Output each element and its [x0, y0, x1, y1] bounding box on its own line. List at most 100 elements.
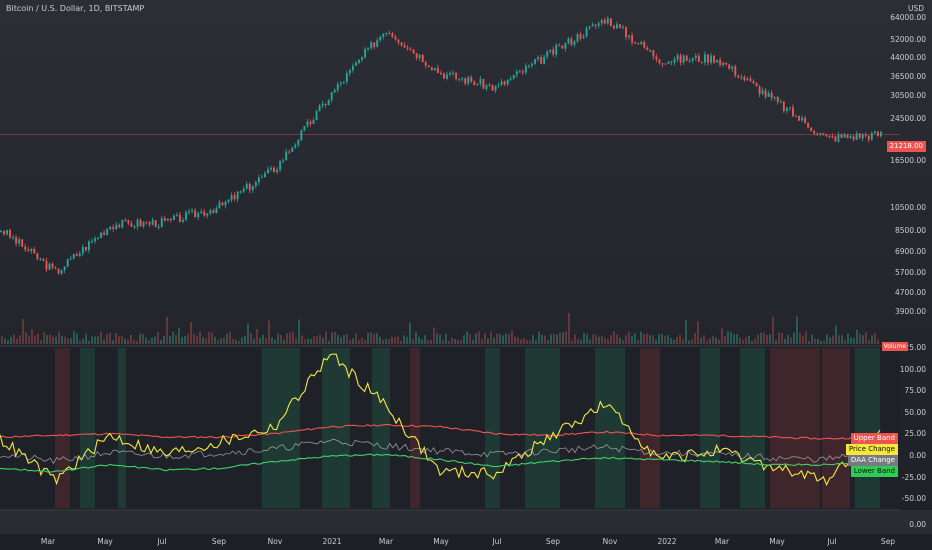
price-candle: [27, 249, 30, 251]
price-candle: [622, 27, 624, 29]
volume-bar: [862, 335, 864, 344]
background-zone: [485, 348, 500, 508]
volume-bar: [499, 333, 501, 344]
price-candle: [81, 246, 84, 254]
volume-bar: [328, 340, 330, 344]
volume-bar: [157, 331, 159, 344]
volume-bar: [841, 335, 843, 344]
volume-bar: [754, 338, 756, 344]
price-candle: [12, 237, 15, 239]
price-candle: [409, 48, 412, 50]
price-candle: [770, 92, 773, 98]
volume-bar: [130, 334, 132, 344]
volume-bar: [781, 333, 783, 344]
price-candle: [534, 59, 536, 64]
time-axis-tick: Sep: [545, 537, 561, 546]
volume-bar: [418, 336, 420, 344]
price-candle: [348, 70, 351, 74]
volume-bar: [574, 334, 576, 344]
price-candle: [552, 49, 555, 55]
last-price-tag: 21218.00: [886, 141, 926, 152]
price-candle: [494, 85, 497, 91]
volume-bar: [874, 332, 876, 344]
volume-bar: [289, 332, 291, 344]
price-candle: [458, 78, 461, 80]
price-candle: [612, 25, 615, 29]
volume-bar: [598, 336, 600, 344]
price-candle: [767, 92, 770, 97]
volume-bar: [715, 337, 717, 344]
volume-bar: [364, 339, 366, 344]
price-candle: [673, 59, 676, 63]
price-candle: [330, 92, 333, 100]
price-candle: [864, 134, 867, 136]
price-candle: [785, 107, 788, 112]
volume-bar: [43, 332, 45, 344]
price-candle: [42, 259, 45, 261]
volume-bar: [256, 329, 258, 344]
price-axis-tick: 6900.00: [894, 247, 926, 257]
price-candle: [667, 61, 670, 64]
volume-bar: [604, 338, 606, 344]
volume-bar: [73, 331, 75, 344]
price-candle: [485, 84, 488, 89]
price-candle: [151, 220, 154, 225]
daa-change-tag: DAA Change: [847, 455, 898, 466]
volume-bar: [478, 331, 480, 344]
volume-bar: [796, 316, 798, 344]
volume-bar: [784, 338, 786, 344]
volume-bar: [343, 335, 345, 344]
volume-bar: [808, 340, 810, 344]
volume-bar: [775, 340, 777, 344]
price-axis-tick: 30500.00: [890, 91, 926, 101]
background-zone: [372, 348, 390, 508]
price-candle: [585, 27, 588, 37]
volume-bar: [760, 332, 762, 344]
price-candle: [518, 71, 521, 73]
price-candle: [810, 127, 813, 132]
price-candle: [179, 214, 181, 222]
background-zone: [740, 348, 765, 508]
volume-bar: [757, 334, 759, 344]
volume-bar: [196, 335, 198, 344]
volume-bar: [766, 334, 768, 344]
volume-bar: [172, 331, 174, 344]
price-candle: [254, 182, 257, 187]
price-candle: [722, 62, 725, 66]
volume-bar: [661, 334, 663, 344]
price-candle: [828, 136, 831, 138]
price-candle: [704, 54, 706, 63]
volume-bar: [763, 332, 765, 344]
time-axis-tick: Mar: [40, 537, 56, 546]
price-candle: [72, 254, 75, 259]
price-candle: [361, 57, 364, 60]
volume-bar: [460, 340, 462, 344]
volume-bar: [502, 335, 504, 344]
series-line-lower-band: [0, 453, 881, 473]
volume-bar: [652, 335, 654, 344]
price-candle: [391, 33, 394, 37]
volume-bar: [742, 339, 744, 344]
volume-bar: [556, 334, 558, 344]
price-candle: [734, 66, 737, 76]
volume-bar: [730, 331, 732, 344]
volume-bar: [646, 333, 648, 344]
price-candle: [482, 79, 485, 89]
volume-bar: [589, 339, 591, 344]
lower-band-tag: Lower Band: [850, 466, 898, 477]
volume-bar: [403, 335, 405, 344]
volume-bar: [337, 334, 339, 344]
price-candle: [813, 131, 816, 134]
price-candle: [588, 26, 591, 28]
volume-bar: [148, 340, 150, 344]
time-axis-tick: 2022: [657, 537, 677, 546]
lower-pane-axis-tick: 0.00: [909, 520, 926, 529]
price-candle: [852, 136, 855, 140]
price-candle: [403, 45, 406, 48]
price-candle: [88, 241, 90, 251]
price-candle: [573, 41, 576, 45]
price-candle: [761, 90, 764, 95]
price-candle: [591, 24, 594, 27]
price-candle: [303, 126, 306, 131]
price-candle: [861, 134, 864, 139]
